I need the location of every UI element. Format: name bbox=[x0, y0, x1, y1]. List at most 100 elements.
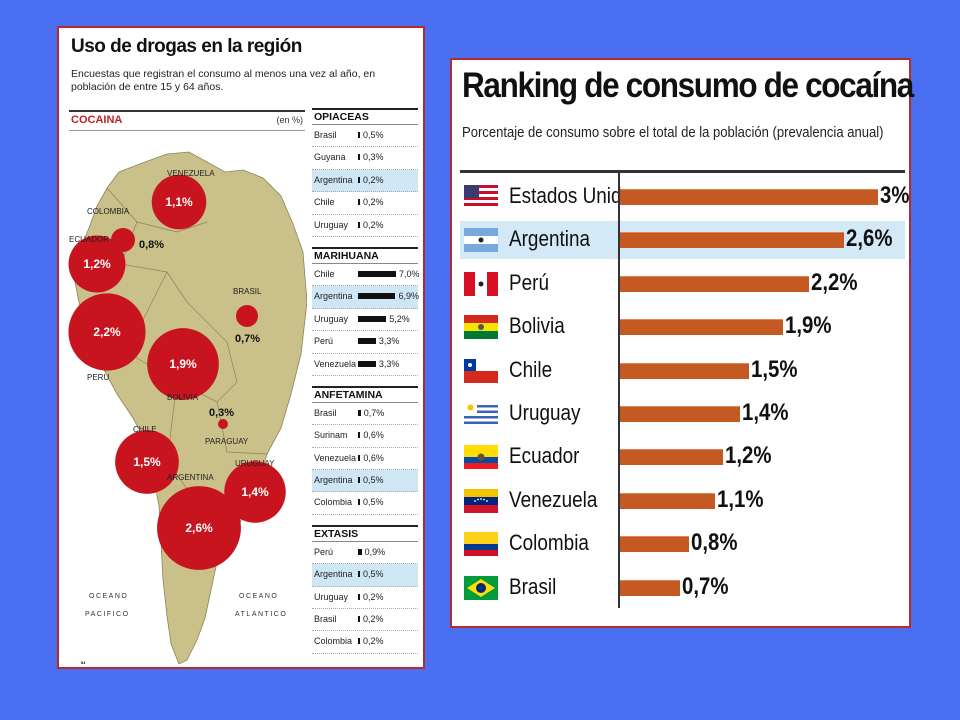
row-bar bbox=[358, 270, 396, 277]
bubble-ecuador bbox=[68, 235, 126, 293]
ranking-row: Uruguay 1,4% bbox=[460, 395, 905, 433]
ranking-row: Chile 1,5% bbox=[460, 352, 905, 390]
row-bar bbox=[358, 338, 376, 345]
row-country: Argentina bbox=[314, 475, 353, 486]
ranking-bar bbox=[620, 449, 724, 466]
bubble-argentina bbox=[157, 486, 241, 570]
country-label-argentina: ARGENTINA bbox=[167, 473, 214, 482]
row-value: 0,6% bbox=[363, 430, 384, 441]
ranking-row: Venezuela 1,1% bbox=[460, 482, 905, 520]
row-value: 0,5% bbox=[363, 475, 384, 486]
row-value: 3,3% bbox=[378, 358, 400, 369]
north-label: N bbox=[81, 662, 85, 664]
row-bar bbox=[358, 176, 360, 183]
row-country: Perú bbox=[314, 336, 334, 347]
value-label-paraguay: 0,3% bbox=[209, 407, 234, 419]
value-label-venezuela: 1,1% bbox=[165, 195, 193, 209]
map-unit: (en %) bbox=[276, 115, 303, 125]
row-bar bbox=[358, 221, 360, 228]
table-title: ANFETAMINA bbox=[312, 385, 418, 403]
flag-usa-icon bbox=[464, 185, 498, 209]
flag-brasil-icon bbox=[464, 575, 498, 600]
table-row: Argentina 0,5% bbox=[312, 564, 418, 587]
table-row: Chile 0,2% bbox=[312, 192, 418, 215]
map-bubbles bbox=[68, 174, 286, 570]
country-label-colombia: COLOMBIA bbox=[87, 207, 130, 216]
ranking-country-label: Uruguay bbox=[509, 400, 581, 425]
flag-ecuador-icon bbox=[464, 445, 498, 470]
ranking-bar bbox=[620, 189, 878, 205]
ranking-bar bbox=[620, 536, 689, 553]
panel-title: Uso de drogas en la región bbox=[71, 36, 302, 57]
ocean-atlantic-label: OCEANO bbox=[239, 593, 278, 600]
row-bar bbox=[358, 199, 360, 206]
table-row: Brasil 0,2% bbox=[312, 609, 418, 632]
row-bar bbox=[358, 409, 361, 416]
ranking-bar bbox=[620, 319, 784, 336]
bubble-peru bbox=[68, 293, 146, 371]
ranking-country-label: Venezuela bbox=[509, 486, 598, 512]
table-row: Argentina 0,5% bbox=[312, 470, 418, 493]
ranking-value-label: 1,4% bbox=[742, 399, 789, 426]
row-bar bbox=[358, 499, 360, 506]
country-label-brasil: BRASIL bbox=[233, 287, 262, 296]
row-bar bbox=[358, 360, 376, 367]
row-value: 0,6% bbox=[363, 452, 384, 463]
row-country: Venezuela bbox=[314, 452, 357, 463]
map-label: COCAINA bbox=[71, 114, 123, 126]
value-label-peru: 2,2% bbox=[93, 325, 121, 339]
ranking-row: Bolivia 1,9% bbox=[460, 308, 905, 346]
flag-peru-icon bbox=[464, 271, 498, 296]
table-title: MARIHUANA bbox=[312, 246, 418, 264]
table-row: Argentina 6,9% bbox=[312, 286, 419, 309]
ranking-value-label: 0,8% bbox=[690, 529, 738, 557]
country-label-chile: CHILE bbox=[133, 425, 157, 434]
country-label-ecuador: ECUADOR bbox=[69, 235, 109, 244]
ranking-value-label: 2,2% bbox=[811, 268, 858, 296]
row-bar bbox=[358, 638, 360, 645]
row-bar bbox=[358, 593, 360, 600]
table-anfetamina: ANFETAMINA Brasil 0,7% Surinam 0,6% Venezuela… bbox=[312, 385, 418, 515]
ranking-title: Ranking de consumo de cocaína bbox=[462, 66, 914, 105]
row-value: 0,2% bbox=[363, 219, 384, 230]
row-value: 0,2% bbox=[363, 636, 384, 647]
value-label-uruguay: 1,4% bbox=[241, 485, 269, 499]
map-header: COCAINA (en %) bbox=[69, 110, 305, 131]
ranking-bar bbox=[620, 406, 741, 422]
ranking-subtitle: Porcentaje de consumo sobre el total de … bbox=[462, 124, 884, 141]
table-row: Perú 0,9% bbox=[312, 542, 418, 565]
flag-argentina-icon bbox=[464, 228, 498, 253]
row-value: 0,9% bbox=[364, 546, 386, 557]
table-title: EXTASIS bbox=[312, 524, 418, 542]
table-row: Uruguay 0,2% bbox=[312, 587, 418, 610]
ocean-pacific-label: OCEANO bbox=[89, 593, 128, 600]
row-bar bbox=[358, 154, 360, 161]
row-value: 0,2% bbox=[363, 614, 384, 625]
ranking-value-label: 2,6% bbox=[845, 225, 893, 253]
table-row: Guyana 0,3% bbox=[312, 147, 418, 170]
row-country: Argentina bbox=[314, 174, 353, 185]
flag-uruguay-icon bbox=[464, 402, 498, 426]
row-bar bbox=[358, 454, 361, 461]
ranking-country-label: Argentina bbox=[509, 226, 591, 252]
drug-use-panel: Uso de drogas en la región Encuestas que… bbox=[57, 26, 425, 669]
flag-bolivia-icon bbox=[464, 315, 498, 340]
row-bar bbox=[358, 315, 387, 322]
row-country: Colombia bbox=[314, 497, 353, 508]
row-value: 0,2% bbox=[363, 174, 384, 185]
row-country: Guyana bbox=[314, 152, 346, 163]
row-country: Uruguay bbox=[314, 219, 349, 230]
ranking-bar bbox=[620, 275, 810, 292]
flag-chile-icon bbox=[464, 358, 498, 383]
bubble-brasil bbox=[236, 305, 258, 327]
ranking-row: Ecuador 1,2% bbox=[460, 438, 905, 476]
row-bar bbox=[358, 132, 360, 138]
country-label-uruguay: URUGUAY bbox=[235, 459, 275, 468]
row-value: 6,9% bbox=[398, 291, 419, 302]
table-row: Venezuela 3,3% bbox=[312, 354, 418, 376]
ranking-bar bbox=[620, 362, 749, 379]
table-row: Colombia 0,5% bbox=[312, 492, 418, 515]
row-country: Chile bbox=[314, 197, 335, 208]
value-label-argentina: 2,6% bbox=[185, 521, 213, 535]
row-value: 0,3% bbox=[363, 152, 384, 163]
